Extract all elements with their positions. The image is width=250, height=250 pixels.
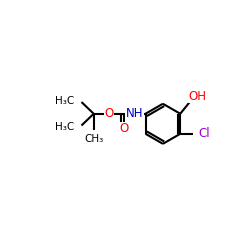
Text: NH: NH [126,107,143,120]
Text: H₃C: H₃C [56,96,75,106]
Text: Cl: Cl [198,127,210,140]
Text: CH₃: CH₃ [84,134,103,144]
Text: O: O [104,107,114,120]
Text: O: O [119,122,128,136]
Text: OH: OH [189,90,207,103]
Text: H₃C: H₃C [56,122,75,132]
